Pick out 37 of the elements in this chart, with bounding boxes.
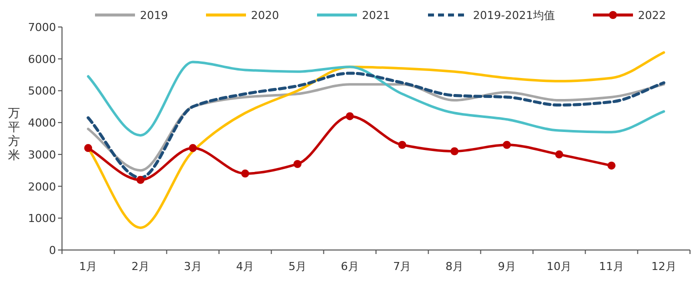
y-tick-label: 1000 xyxy=(28,212,56,226)
point xyxy=(84,144,92,152)
x-tick-label: 7月 xyxy=(393,260,412,273)
y-axis-title: 万平方米 xyxy=(8,106,20,162)
legend-label: 2021 xyxy=(362,9,390,22)
x-tick-label: 5月 xyxy=(288,260,306,273)
point xyxy=(450,147,458,156)
point xyxy=(555,150,564,158)
point xyxy=(241,170,250,178)
x-tick-label: 1月 xyxy=(79,260,98,273)
point xyxy=(294,160,302,168)
point xyxy=(608,162,616,170)
x-tick-label: 2月 xyxy=(132,260,150,273)
x-tick-label: 8月 xyxy=(446,260,464,273)
legend-label: 2019-2021均值 xyxy=(473,9,555,22)
y-tick-label: 5000 xyxy=(28,84,56,98)
x-tick-label: 6月 xyxy=(340,260,359,273)
point xyxy=(136,176,144,184)
y-tick-label: 4000 xyxy=(28,116,56,130)
point xyxy=(188,144,197,152)
point xyxy=(346,112,354,120)
y-tick-label: 2000 xyxy=(28,180,56,194)
y-tick-label: 3000 xyxy=(28,148,56,162)
x-tick-label: 12月 xyxy=(651,260,676,273)
point xyxy=(502,140,511,149)
x-tick-label: 4月 xyxy=(236,260,254,273)
point xyxy=(398,140,406,149)
legend-label: 2019 xyxy=(140,9,168,22)
legend-label: 2020 xyxy=(251,9,279,22)
y-tick-label: 6000 xyxy=(28,52,56,66)
x-tick-label: 10月 xyxy=(546,260,572,273)
x-tick-label: 9月 xyxy=(498,260,516,273)
x-tick-label: 3月 xyxy=(184,260,202,273)
y-tick-label: 7000 xyxy=(28,21,56,34)
legend-label: 2022 xyxy=(638,9,666,22)
x-tick-label: 11月 xyxy=(599,260,624,273)
y-tick-label: 0 xyxy=(49,244,56,257)
